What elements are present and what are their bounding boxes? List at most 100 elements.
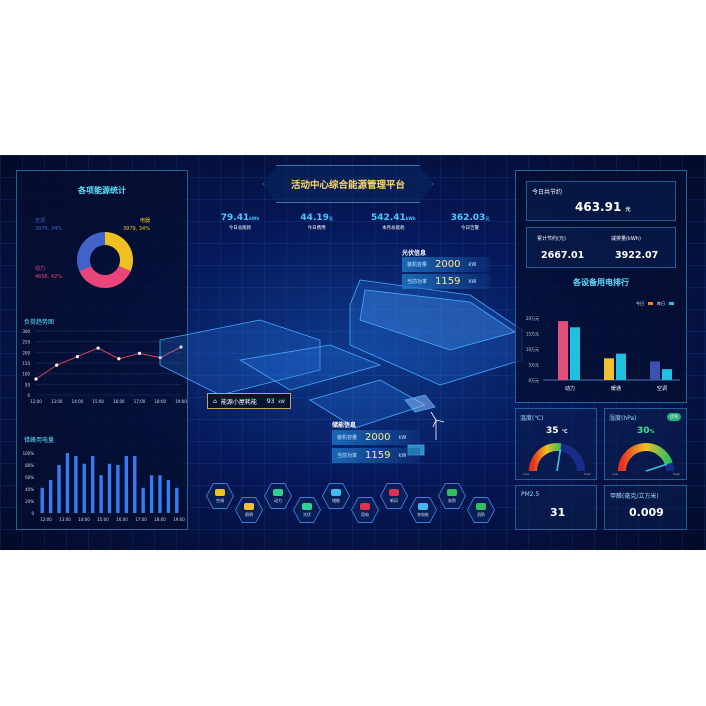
kpi-item: 542.41kWh 本月总能耗: [358, 213, 428, 237]
value: 1159: [435, 276, 461, 287]
unit: ℃: [561, 429, 568, 435]
bar-昨日: [662, 369, 672, 380]
temperature-label: 温度(℃): [520, 415, 544, 422]
system-label: 充电桩: [417, 511, 429, 517]
kpi-item: 44.19元 今日费用: [282, 213, 352, 237]
pv-info-title: 光伏信息: [402, 250, 427, 257]
y-tick: 0: [27, 393, 30, 398]
y-tick: 0万元: [528, 378, 539, 383]
formaldehyde-card: 甲醛(毫克/立方米) 0.009: [604, 485, 687, 530]
storage-capacity: 装机容量 2000 kW: [332, 430, 420, 445]
bar: [99, 475, 103, 513]
gauge-low: Low: [612, 472, 618, 476]
hex-inner: 空调: [207, 484, 233, 508]
page-title: 活动中心综合能源管理平台: [290, 180, 405, 191]
hex-inner: 新风: [381, 484, 407, 508]
system-icon: [418, 502, 428, 510]
system-icon: [360, 502, 370, 510]
pie-value-label: 3979, 34%: [123, 226, 150, 232]
hut-unit: kW: [278, 398, 285, 404]
x-tick: 16:00: [113, 399, 125, 404]
pv-capacity: 装机容量 2000 kW: [402, 257, 490, 272]
system-label: 消防: [477, 511, 485, 517]
legend-swatch-today: [648, 302, 653, 305]
x-tick: 13:00: [59, 517, 71, 522]
kpi-item: 79.41kWh 今日总能耗: [205, 213, 275, 237]
unit: kW: [398, 434, 407, 441]
load-trend-chart: 0 50 100 150 200 250 300 12:00 13:00 14:00 15:00 16…: [22, 329, 187, 404]
storage-power: 当前功率 1159 kW: [332, 448, 420, 463]
temperature-card: 温度(℃) 35 ℃ Low High: [515, 408, 597, 480]
humidity-badge: 优秀: [667, 413, 681, 421]
hall-building: [309, 379, 426, 429]
system-button-0[interactable]: 空调: [206, 483, 234, 509]
x-tick: 13:00: [51, 399, 63, 404]
kpi-item: 362.03元 今日告警: [435, 213, 505, 237]
unit: kWh: [249, 216, 260, 221]
hex-inner: 储能: [323, 484, 349, 508]
pie-slice-动力: [79, 265, 131, 288]
solar-panel: [404, 394, 436, 413]
total-savings-label: 累计节约(元): [537, 236, 566, 242]
humidity-value: 30%: [637, 426, 655, 436]
system-label: 照明: [245, 511, 253, 517]
building-scene: [159, 279, 523, 456]
data-point: [179, 345, 183, 349]
legend-today: 今日: [636, 301, 644, 306]
energy-stats-title: 各项能源统计: [78, 186, 126, 195]
hex-inner: 光伏: [294, 498, 320, 522]
y-tick: 100%: [23, 451, 35, 456]
bar-昨日: [616, 353, 626, 380]
unit: kW: [398, 452, 407, 459]
totals-card: 累计节约(元) 2667.01 减排量(kWh) 3922.07: [526, 227, 676, 268]
bar-今日: [558, 321, 568, 380]
bar: [133, 456, 137, 513]
bar: [124, 456, 129, 513]
x-tick: 18:00: [154, 517, 166, 522]
kpi-value: 44.19元: [282, 213, 352, 223]
peak-usage-title: 错峰用电量: [24, 437, 55, 444]
y-tick: 150: [22, 361, 30, 366]
today-savings-card: 今日共节约 463.91 元: [526, 181, 676, 221]
bar: [40, 487, 44, 513]
bar: [175, 487, 179, 513]
header-frame: [263, 165, 433, 203]
hut-value: 93: [266, 397, 275, 405]
data-point: [55, 363, 59, 367]
y-tick: 60%: [25, 475, 34, 480]
pie-value-label: 3970, 34%: [35, 226, 62, 232]
emission-label: 减排量(kWh): [611, 236, 641, 242]
system-label: 用电: [361, 511, 369, 517]
load-trend-title: 负荷趋势图: [24, 319, 55, 326]
gauge-needle: [556, 449, 562, 472]
pv-building: [349, 279, 523, 386]
trend-line: [35, 346, 182, 380]
unit: 元: [328, 216, 333, 221]
bar-今日: [650, 361, 660, 380]
label: 当前功率: [337, 453, 358, 459]
data-point: [96, 346, 100, 350]
y-tick: 300: [22, 329, 30, 334]
peak-usage-chart: 0 20% 40% 60% 80% 100% 12:00 13:00 14:00 15:00 16:…: [23, 451, 186, 522]
value: 362.03: [450, 213, 486, 223]
bar: [48, 480, 53, 513]
bar: [107, 463, 112, 513]
system-icon: [331, 488, 341, 496]
x-tick: 12:00: [40, 517, 52, 522]
bar: [57, 465, 61, 513]
kpi-value: 79.41kWh: [205, 213, 275, 223]
y-tick: 40%: [25, 487, 34, 492]
system-label: 动力: [274, 497, 282, 503]
bar: [90, 456, 95, 513]
humidity-card: 湿度(hPa) 优秀 30% Low High: [604, 408, 687, 480]
bar: [116, 465, 120, 513]
energy-hut-label[interactable]: ⌂ 能源小屋耗能 93 kW: [207, 393, 291, 409]
data-point: [75, 355, 80, 359]
formaldehyde-value: 0.009: [629, 506, 664, 519]
hut-label: 能源小屋耗能: [220, 398, 257, 406]
hex-inner: 用电: [352, 498, 378, 522]
unit: kWh: [405, 216, 416, 221]
legend-yesterday: 昨日: [657, 301, 665, 306]
x-tick: 空调: [657, 385, 667, 392]
x-tick: 15:00: [92, 399, 104, 404]
